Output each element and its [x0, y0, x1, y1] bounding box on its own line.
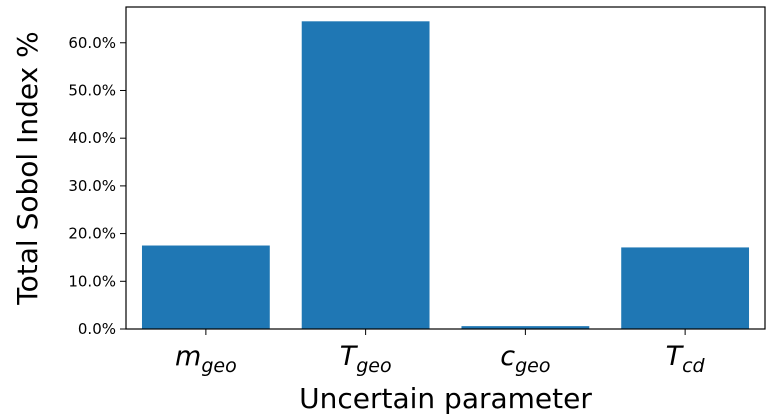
bar-1	[141, 245, 270, 329]
y-tick-label: 10.0%	[68, 272, 116, 290]
y-axis-ticks: 0.0% 10.0% 20.0% 30.0% 40.0% 50.0% 60.0%	[68, 34, 126, 338]
x-axis-title: Uncertain parameter	[299, 382, 592, 415]
bar-2	[301, 21, 430, 330]
bar-4	[621, 247, 750, 329]
y-tick-label: 30.0%	[68, 177, 116, 195]
x-axis-ticks: mgeo Tgeo cgeo Tcd	[175, 329, 706, 377]
y-tick-label: 0.0%	[78, 320, 116, 338]
x-tick-label: Tcd	[666, 341, 706, 377]
bars-group	[141, 21, 750, 330]
y-tick-label: 50.0%	[68, 81, 116, 99]
x-tick-label: Tgeo	[340, 341, 392, 377]
y-tick-label: 20.0%	[68, 225, 116, 243]
y-axis-title: Total Sobol Index %	[11, 31, 44, 305]
x-tick-label: mgeo	[175, 341, 237, 377]
plot-frame	[125, 6, 766, 330]
x-tick-label: cgeo	[500, 341, 550, 377]
y-tick-label: 40.0%	[68, 129, 116, 147]
y-tick-label: 60.0%	[68, 34, 116, 52]
bar-3	[461, 326, 590, 329]
